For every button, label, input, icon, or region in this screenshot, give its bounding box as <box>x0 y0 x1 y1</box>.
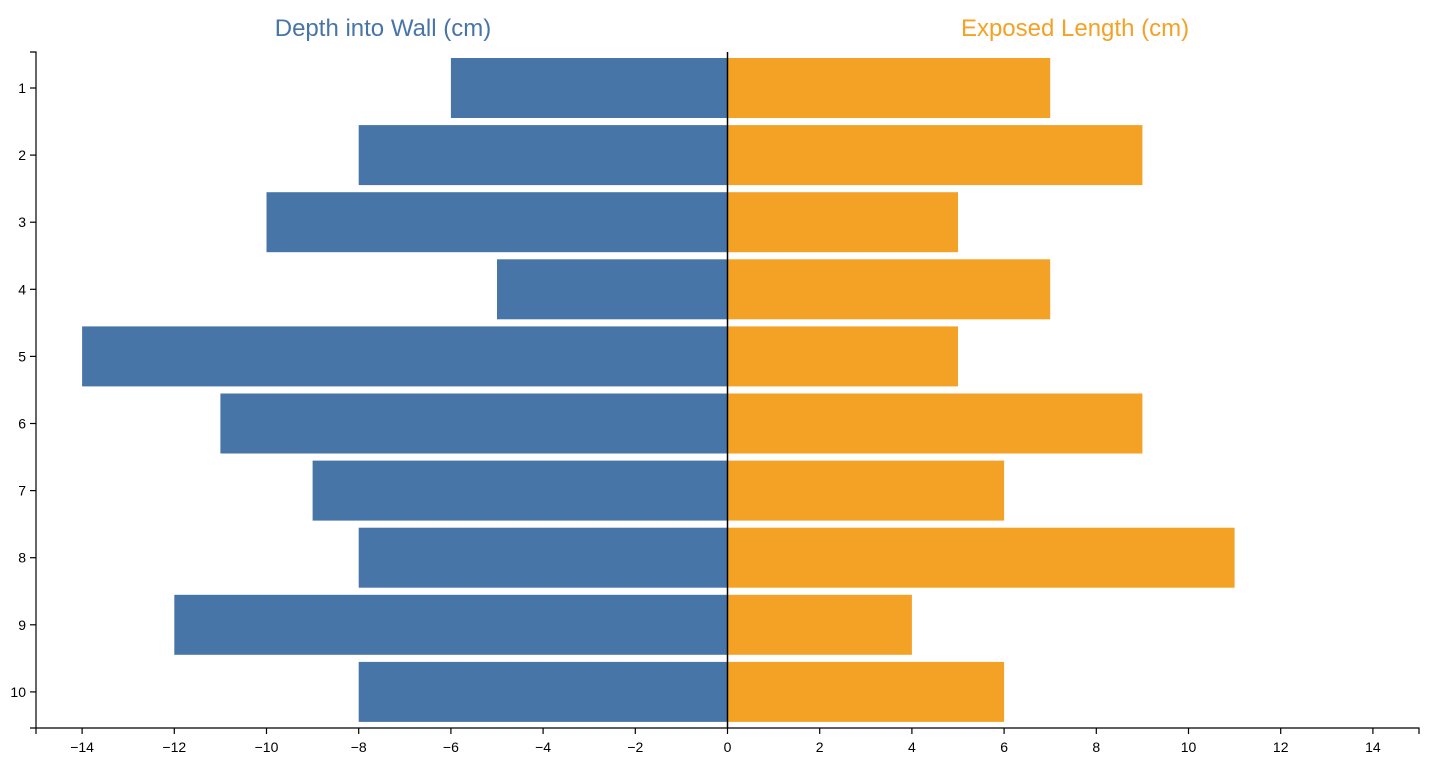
exposed-bar-6 <box>727 393 1143 454</box>
x-tick-label-0: 0 <box>724 739 732 755</box>
depth-bar-2 <box>358 125 728 186</box>
x-tick-label--4: −4 <box>535 739 551 755</box>
depth-bar-7 <box>312 460 728 521</box>
y-axis-line <box>30 51 37 729</box>
x-tick-label--10: −10 <box>255 739 279 755</box>
y-tick-label-6: 6 <box>18 416 26 432</box>
y-tick-label-8: 8 <box>18 550 26 566</box>
depth-bar-4 <box>497 259 728 320</box>
y-tick-label-2: 2 <box>18 147 26 163</box>
depth-bar-8 <box>358 527 728 588</box>
x-tick-label-12: 12 <box>1273 739 1289 755</box>
x-tick-label--14: −14 <box>70 739 94 755</box>
y-tick-label-3: 3 <box>18 214 26 230</box>
x-axis: −14 −12 −10 −8 −6 −4 −2 0 2 4 6 8 10 12 14 <box>35 727 1420 755</box>
depth-bar-9 <box>174 594 728 655</box>
exposed-bar-8 <box>727 527 1235 588</box>
exposed-bar-2 <box>727 125 1143 186</box>
y-tick-label-10: 10 <box>10 684 26 700</box>
exposed-bar-5 <box>727 326 958 387</box>
exposed-bar-10 <box>727 661 1005 722</box>
x-tick-label--2: −2 <box>627 739 643 755</box>
exposed-bar-3 <box>727 192 958 253</box>
x-tick-label--8: −8 <box>351 739 367 755</box>
exposed-bar-4 <box>727 259 1051 320</box>
exposed-bar-7 <box>727 460 1005 521</box>
exposed-bar-9 <box>727 594 912 655</box>
x-tick-label-10: 10 <box>1181 739 1197 755</box>
x-tick-label--12: −12 <box>162 739 186 755</box>
y-tick-label-4: 4 <box>18 281 26 297</box>
depth-bar-10 <box>358 661 728 722</box>
exposed-bar-1 <box>727 58 1051 118</box>
x-tick-label-4: 4 <box>908 739 916 755</box>
x-tick-label-6: 6 <box>1000 739 1008 755</box>
x-tick-label-2: 2 <box>816 739 824 755</box>
right-series-header: Exposed Length (cm) <box>961 15 1189 42</box>
x-tick-label-14: 14 <box>1365 739 1381 755</box>
x-tick-label--6: −6 <box>443 739 459 755</box>
bars-group <box>82 58 1235 722</box>
y-axis: 1 2 3 4 5 6 7 8 9 10 <box>10 51 37 729</box>
depth-bar-1 <box>450 58 728 118</box>
depth-bar-5 <box>82 326 728 387</box>
y-tick-label-5: 5 <box>18 348 26 364</box>
y-tick-label-7: 7 <box>18 483 26 499</box>
left-series-header: Depth into Wall (cm) <box>275 15 492 42</box>
y-tick-label-9: 9 <box>18 617 26 633</box>
depth-bar-6 <box>220 393 728 454</box>
x-tick-label-8: 8 <box>1092 739 1100 755</box>
depth-bar-3 <box>266 192 728 253</box>
y-tick-label-1: 1 <box>18 80 26 96</box>
